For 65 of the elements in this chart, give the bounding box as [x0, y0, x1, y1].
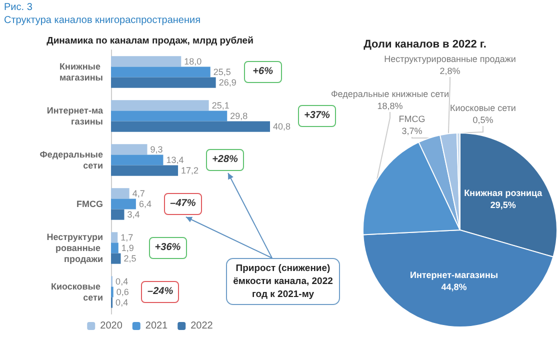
data-label: 13,4: [166, 155, 184, 165]
data-label: 44,8%: [441, 282, 467, 292]
bar: [111, 198, 136, 210]
data-label: 18,8%: [377, 101, 403, 111]
annotation: –47%: [164, 193, 202, 215]
data-label: 3,4: [127, 210, 140, 220]
data-label: 0,5%: [472, 115, 494, 125]
data-label: 40,8: [273, 122, 291, 132]
bar: [111, 77, 216, 88]
bar: [111, 56, 182, 67]
data-label: 25,1: [212, 100, 230, 110]
annotation: Прирост (снижение) ёмкости канала, 2022 год к 2021-му: [226, 258, 340, 305]
chart-title: Доли каналов в 2022 г.: [364, 38, 486, 50]
legend-label: 2021: [145, 320, 168, 332]
data-label: 2,5: [124, 254, 136, 264]
text: Структура каналов книгораспространения: [4, 15, 201, 26]
data-label: 9,3: [150, 144, 163, 154]
data-label: 0,6: [116, 287, 129, 297]
bar: [111, 66, 210, 78]
bar: [111, 188, 130, 199]
data-label: 0,4: [116, 298, 128, 308]
bar: [111, 232, 118, 243]
y-tick-label: FMCG: [76, 199, 103, 209]
slice-label: Интернет-магазины: [410, 270, 498, 280]
data-label: 29,5%: [490, 200, 516, 210]
y-tick-label: Интернет-магазины: [46, 106, 104, 126]
bar: [111, 144, 148, 155]
slice-label: Киосковые сети: [450, 103, 516, 113]
legend-label: 2022: [190, 320, 214, 332]
data-label: 0,4: [116, 276, 128, 286]
data-label: 17,2: [181, 166, 199, 176]
annotation: –24%: [141, 281, 180, 303]
bar: [111, 165, 178, 176]
data-label: 1,9: [121, 243, 134, 253]
y-tick-label: Киосковые сети: [50, 282, 103, 302]
bar: [111, 100, 209, 111]
text: +37%: [298, 105, 336, 127]
text: Рис. 3: [4, 2, 32, 13]
annotation: +28%: [206, 149, 244, 171]
y-tick-label: Неструктурированные продажи: [46, 232, 103, 264]
data-label: 1,7: [120, 232, 134, 242]
y-tick-label: Федеральные сети: [40, 150, 103, 170]
data-label: 6,4: [138, 199, 152, 209]
bar: [111, 121, 270, 132]
bar: [111, 154, 164, 166]
bar: [111, 110, 228, 122]
data-label: 2,8%: [440, 66, 460, 76]
bar: [111, 209, 124, 220]
slice-label: Книжная розница: [464, 188, 544, 198]
annotation: +6%: [244, 61, 282, 83]
chart-title: Динамика по каналам продаж, млрд рублей: [46, 36, 254, 46]
slice-label: FMCG: [398, 114, 426, 124]
data-label: 3,7%: [402, 126, 422, 136]
data-label: 25,5: [213, 67, 231, 77]
annotation: +36%: [148, 237, 187, 259]
bar: [111, 242, 118, 254]
y-tick-label: Книжные магазины: [59, 62, 104, 82]
bar: [111, 253, 121, 264]
slice-label: Неструктурированные продажи: [384, 54, 516, 64]
data-label: 29,8: [230, 111, 248, 121]
data-label: 18,0: [184, 56, 202, 66]
slice-label: Федеральные книжные сети: [330, 89, 450, 99]
data-label: 26,9: [218, 78, 236, 88]
data-label: 4,7: [132, 188, 145, 198]
legend-label: 2020: [100, 320, 123, 332]
